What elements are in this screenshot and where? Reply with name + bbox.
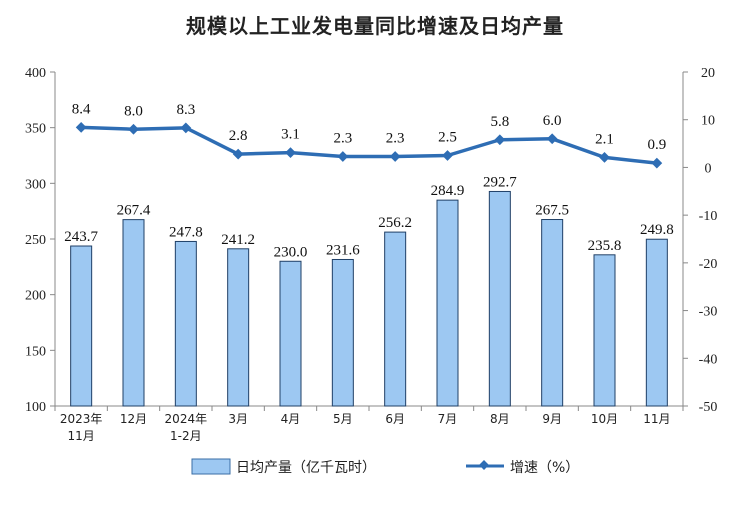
- line-value-label: 2.3: [333, 130, 352, 146]
- bar: [279, 260, 302, 407]
- y-left-tick-label: 400: [25, 66, 46, 81]
- x-tick-label: 5月: [333, 412, 353, 426]
- line-point: [128, 123, 139, 135]
- y-left-tick-label: 350: [25, 122, 46, 137]
- bar: [331, 258, 354, 407]
- bar-value-label: 249.8: [640, 222, 674, 238]
- y-right-tick-label: -20: [699, 257, 718, 272]
- x-tick-label: 7月: [438, 412, 458, 426]
- y-right-tick-label: -40: [699, 352, 718, 367]
- x-tick-label: 11月: [643, 412, 670, 426]
- bar: [645, 238, 668, 407]
- bar: [227, 248, 250, 407]
- line-point: [546, 133, 558, 145]
- line-value-label: 2.1: [595, 131, 614, 147]
- x-tick-label: 2023年: [60, 412, 103, 426]
- y-right-tick-label: 20: [701, 66, 715, 81]
- line-point: [442, 150, 453, 161]
- legend-line-label: 增速（%）: [510, 460, 579, 476]
- bar: [436, 199, 459, 407]
- x-tick-label: 6月: [385, 412, 405, 426]
- bar-value-label: 247.8: [169, 224, 203, 240]
- x-tick-label: 4月: [281, 412, 301, 426]
- line-value-label: 5.8: [490, 114, 509, 130]
- y-right-tick-label: -30: [699, 305, 718, 320]
- line-value-label: 6.0: [543, 113, 562, 129]
- x-tick-label: 2024年: [165, 412, 208, 426]
- line-value-label: 8.0: [124, 103, 143, 119]
- line-value-label: 2.3: [386, 130, 405, 146]
- bar: [70, 245, 93, 407]
- legend-bar-swatch: [191, 458, 231, 475]
- line-value-label: 8.3: [176, 102, 195, 118]
- line-point: [75, 121, 87, 133]
- growth-line: [75, 121, 663, 169]
- x-tick-label: 12月: [120, 412, 147, 426]
- bars: [70, 190, 668, 407]
- bar-value-label: 267.5: [535, 203, 569, 219]
- bar: [174, 240, 197, 407]
- x-tick-label: 3月: [228, 412, 248, 426]
- y-right-tick-label: -50: [699, 400, 718, 415]
- legend-line-marker: [479, 460, 489, 470]
- line-value-label: 2.5: [438, 130, 457, 146]
- line-point: [651, 157, 663, 169]
- data-labels: 243.7 267.4 247.8 241.2 230.0 231.6 256.2 284.9…: [64, 101, 673, 260]
- y-right-tick-label: 0: [705, 161, 712, 176]
- bar-value-label: 292.7: [483, 174, 517, 190]
- legend-bar-label: 日均产量（亿千瓦时）: [236, 460, 376, 476]
- axes: 100 150 200 250 300 350 400 -50 -40 -30 -20 -10 0 10 2…: [25, 66, 717, 443]
- legend: 日均产量（亿千瓦时） 增速（%）: [191, 458, 579, 476]
- bar-value-label: 230.0: [274, 244, 308, 260]
- growth-line-path: [81, 125, 658, 165]
- line-point: [599, 152, 610, 163]
- bar-value-label: 284.9: [431, 183, 465, 199]
- line-point: [494, 134, 506, 146]
- y-left-tick-label: 100: [25, 400, 46, 415]
- y-left-tick-label: 250: [25, 233, 46, 248]
- y-left-tick-label: 200: [25, 289, 46, 304]
- bar: [593, 254, 616, 407]
- line-point: [389, 151, 401, 162]
- x-tick-label: 10月: [591, 412, 618, 426]
- line-value-label: 8.4: [72, 101, 91, 117]
- y-left-tick-label: 150: [25, 344, 46, 359]
- line-value-label: 3.1: [281, 127, 300, 143]
- line-point: [285, 147, 296, 159]
- y-left-tick-label: 300: [25, 177, 46, 192]
- y-right-tick-label: -10: [699, 209, 718, 224]
- bar-value-label: 243.7: [64, 229, 98, 245]
- line-point: [232, 148, 244, 160]
- x-tick-label: 9月: [542, 412, 562, 426]
- bar: [541, 219, 564, 407]
- line-point: [180, 122, 192, 134]
- bar: [488, 190, 511, 407]
- line-point: [337, 151, 349, 162]
- bar-value-label: 241.2: [221, 232, 255, 248]
- x-tick-label: 8月: [490, 412, 510, 426]
- bar-value-label: 256.2: [378, 215, 412, 231]
- bar-value-label: 267.4: [117, 203, 151, 219]
- chart-title: 规模以上工业发电量同比增速及日均产量: [186, 14, 564, 38]
- bar-value-label: 231.6: [326, 242, 360, 258]
- bar-value-label: 235.8: [588, 238, 622, 254]
- bar: [384, 231, 407, 407]
- x-tick-label: 1-2月: [170, 429, 202, 443]
- bar: [122, 219, 145, 407]
- y-right-tick-label: 10: [701, 114, 715, 129]
- line-value-label: 0.9: [647, 137, 666, 153]
- line-value-label: 2.8: [229, 128, 248, 144]
- x-tick-label: 11月: [68, 429, 95, 443]
